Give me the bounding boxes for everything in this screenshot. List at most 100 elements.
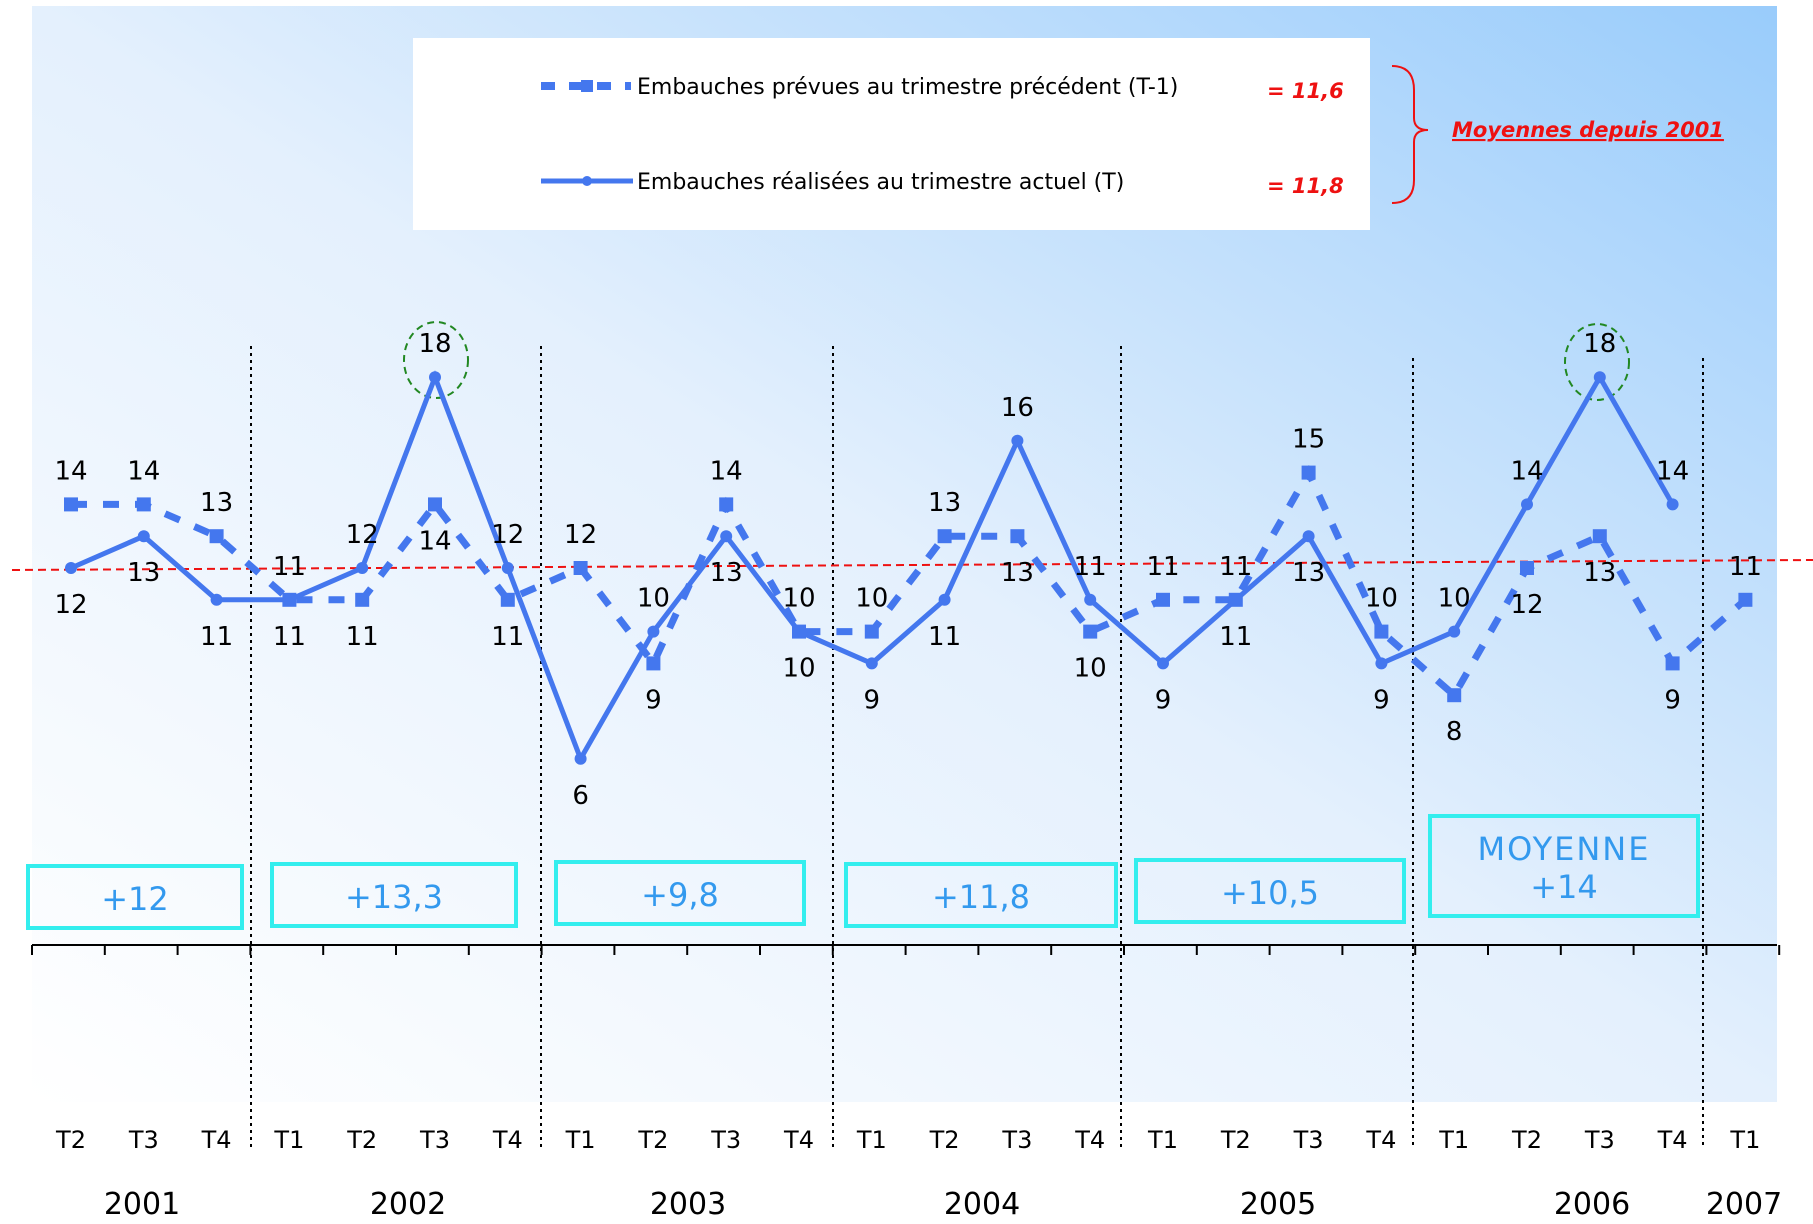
data-label: 14: [418, 526, 451, 556]
realised-point: [1521, 498, 1533, 511]
data-label: 13: [928, 488, 961, 518]
planned-point: [355, 592, 370, 607]
data-label: 11: [1146, 552, 1179, 582]
x-axis: T2 T3 T4 T1 T2 T3 T4 T1 T2 T3 T4 T1 T2 T3 T4 T1 T2 T3 T4 T1…: [31, 944, 1782, 1222]
realised-point: [647, 625, 660, 638]
realised-point: [865, 657, 878, 670]
data-label: 11: [491, 622, 524, 652]
planned-point: [573, 561, 588, 575]
x-tick-label: T1: [856, 1126, 887, 1154]
data-label: 11: [1074, 552, 1107, 582]
data-label: 13: [710, 558, 743, 588]
x-tick-label: T4: [1657, 1126, 1688, 1154]
planned-point: [1010, 529, 1025, 544]
planned-point: [1447, 688, 1462, 703]
data-label: 14: [54, 456, 87, 486]
year-label: 2001: [104, 1187, 180, 1222]
data-label: 11: [1219, 622, 1252, 652]
x-tick-label: T1: [1438, 1126, 1469, 1154]
realised-point: [1229, 593, 1242, 606]
year-label: 2007: [1706, 1187, 1782, 1222]
data-label: 11: [928, 622, 961, 652]
planned-point: [1083, 624, 1098, 639]
data-label: 14: [127, 456, 160, 486]
data-label: 13: [200, 488, 233, 518]
planned-point: [428, 497, 442, 512]
data-label: 15: [1292, 425, 1325, 455]
data-label: 13: [1583, 558, 1616, 588]
x-tick-label: T2: [346, 1126, 377, 1154]
legend-realised-label: Embauches réalisées au trimestre actuel …: [637, 170, 1124, 195]
planned-point: [1301, 465, 1316, 480]
data-label: 8: [1446, 717, 1463, 747]
data-label: 14: [710, 456, 743, 486]
data-label: 12: [564, 520, 597, 550]
realised-point: [1375, 657, 1388, 670]
year-label: 2005: [1240, 1187, 1316, 1222]
data-label: 13: [1001, 558, 1034, 588]
realised-point: [1011, 434, 1024, 447]
x-tick-label: T2: [929, 1126, 960, 1154]
legend-planned-label: Embauches prévues au trimestre précédent…: [637, 75, 1178, 100]
data-label: 10: [782, 654, 815, 684]
year-box-2006-label-line2: +14: [1530, 868, 1598, 906]
x-tick-label: T2: [1511, 1126, 1542, 1154]
realised-point: [210, 593, 223, 606]
year-box-2003-label: +9,8: [641, 876, 719, 914]
x-tick-label: T2: [1220, 1126, 1251, 1154]
legend-box: [413, 38, 1370, 230]
x-tick-label: T3: [1001, 1126, 1032, 1154]
data-label: 12: [1510, 590, 1543, 620]
data-label: 16: [1001, 393, 1034, 423]
realised-point: [65, 562, 77, 574]
data-label: 10: [1365, 584, 1398, 614]
year-box-2002: [270, 862, 518, 928]
year-box-2004: [844, 862, 1118, 928]
data-label: 11: [200, 622, 233, 652]
year-label: 2006: [1554, 1187, 1630, 1222]
realised-point: [1157, 657, 1169, 670]
year-average-boxes: +12 +13,3 +9,8 +11,8 +10,5 MOYENNE +14: [26, 814, 1700, 930]
planned-point: [64, 497, 78, 512]
realised-point: [1666, 498, 1679, 511]
data-label: 11: [273, 622, 306, 652]
data-label: 11: [1729, 552, 1762, 582]
x-tick-label: T4: [201, 1126, 232, 1154]
x-tick-label: T1: [273, 1126, 304, 1154]
year-label: 2004: [944, 1187, 1020, 1222]
data-label: 18: [1583, 329, 1616, 359]
series-planned-line: [71, 464, 1748, 701]
data-label: 12: [346, 520, 379, 550]
planned-point: [864, 624, 879, 639]
data-label: 18: [418, 329, 451, 359]
x-tick-label: T3: [1584, 1126, 1615, 1154]
planned-point: [1738, 592, 1753, 607]
realised-point: [501, 562, 514, 574]
year-box-2001-label: +12: [101, 880, 169, 918]
data-label: 9: [864, 685, 881, 715]
legend-realised-marker: [582, 176, 592, 186]
year-box-2005: [1134, 858, 1406, 924]
data-label: 9: [1373, 685, 1390, 715]
data-label: 9: [1664, 685, 1681, 715]
planned-point: [136, 497, 151, 512]
peak-circle: [1564, 323, 1630, 401]
series-layer: [64, 370, 1753, 765]
x-tick-label: T4: [783, 1126, 814, 1154]
avg-planned-value: = 11,6: [1267, 79, 1344, 103]
x-tick-label: T4: [492, 1126, 523, 1154]
data-label: 9: [645, 685, 662, 715]
realised-point: [283, 593, 296, 606]
planned-point: [209, 529, 224, 544]
x-tick-label: T4: [1074, 1126, 1105, 1154]
data-label: 10: [1074, 654, 1107, 684]
x-tick-label: T3: [710, 1126, 741, 1154]
year-box-2002-label: +13,3: [345, 878, 443, 916]
realised-point: [137, 530, 150, 543]
data-label: 9: [1155, 685, 1172, 715]
data-label: 14: [1656, 456, 1689, 486]
x-tick-label: T3: [419, 1126, 450, 1154]
data-label: 10: [637, 584, 670, 614]
planned-point: [500, 592, 515, 607]
